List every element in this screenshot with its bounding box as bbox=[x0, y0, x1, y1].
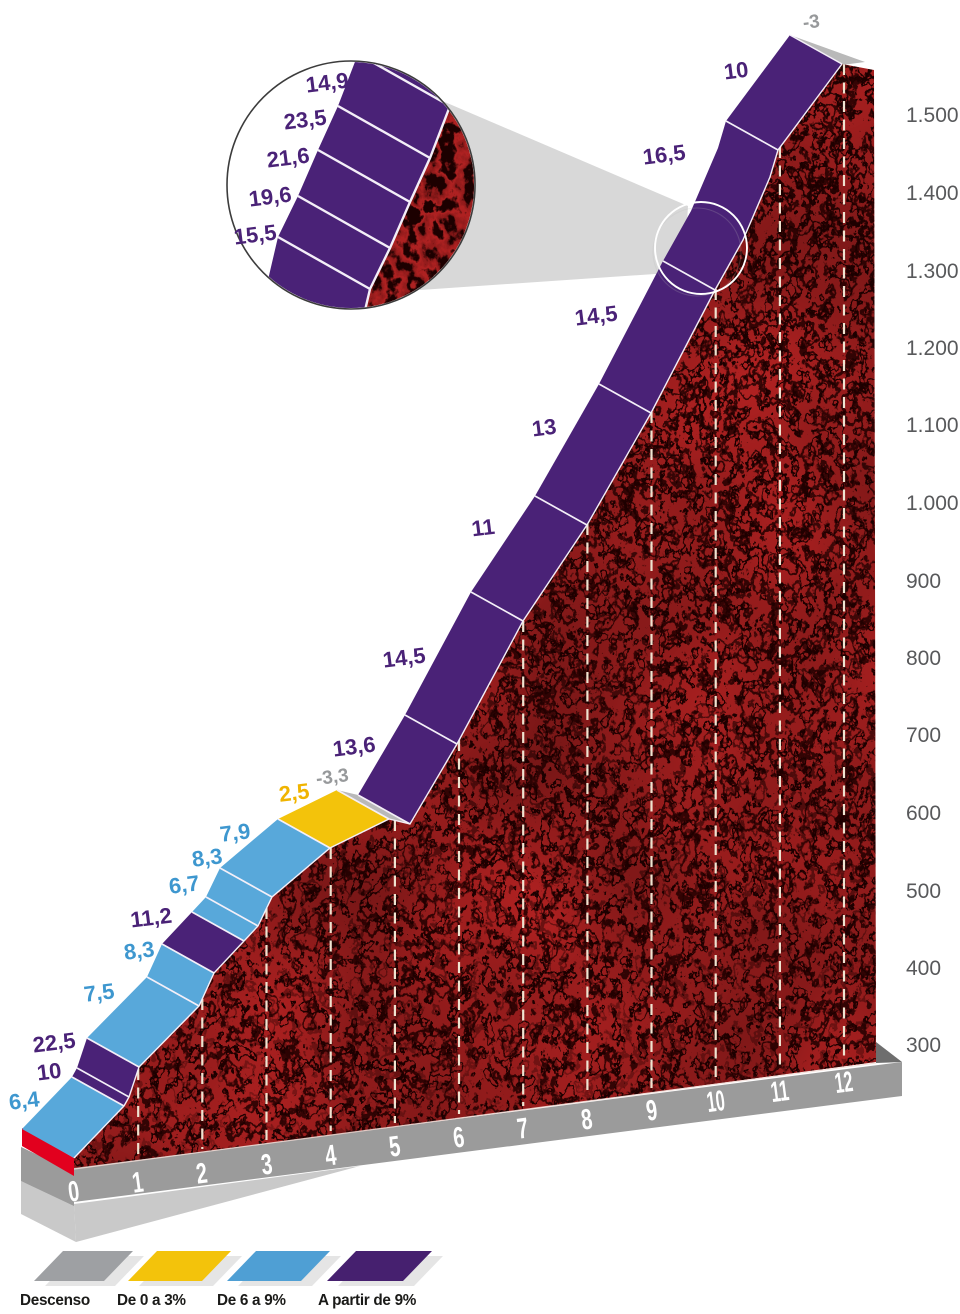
svg-text:14,9: 14,9 bbox=[304, 68, 350, 98]
svg-text:11: 11 bbox=[470, 514, 496, 542]
svg-text:4: 4 bbox=[323, 1139, 338, 1172]
svg-text:7,5: 7,5 bbox=[82, 978, 115, 1007]
svg-text:6,4: 6,4 bbox=[7, 1086, 41, 1115]
svg-text:1.000: 1.000 bbox=[906, 492, 959, 515]
svg-text:5: 5 bbox=[387, 1130, 402, 1163]
svg-text:14,5: 14,5 bbox=[381, 643, 427, 673]
svg-text:1.500: 1.500 bbox=[906, 104, 959, 127]
svg-text:7: 7 bbox=[515, 1112, 530, 1145]
svg-text:15,5: 15,5 bbox=[232, 220, 278, 250]
svg-text:300: 300 bbox=[906, 1034, 941, 1057]
svg-text:2,5: 2,5 bbox=[277, 778, 310, 807]
svg-text:1.100: 1.100 bbox=[906, 414, 959, 437]
svg-text:De 0 a 3%: De 0 a 3% bbox=[117, 1292, 186, 1309]
svg-text:A partir de 9%: A partir de 9% bbox=[318, 1292, 417, 1309]
svg-text:7,9: 7,9 bbox=[218, 818, 251, 847]
svg-text:11: 11 bbox=[769, 1075, 791, 1109]
svg-text:500: 500 bbox=[906, 880, 941, 903]
svg-text:Descenso: Descenso bbox=[20, 1292, 90, 1309]
svg-text:400: 400 bbox=[906, 957, 941, 980]
svg-text:13,6: 13,6 bbox=[331, 732, 377, 762]
svg-text:9: 9 bbox=[644, 1094, 659, 1127]
svg-text:10: 10 bbox=[705, 1085, 727, 1119]
svg-text:3: 3 bbox=[259, 1148, 274, 1181]
svg-text:13: 13 bbox=[530, 414, 557, 442]
svg-text:1.400: 1.400 bbox=[906, 182, 959, 205]
svg-text:6: 6 bbox=[451, 1121, 466, 1154]
svg-text:1: 1 bbox=[130, 1166, 145, 1199]
svg-text:2: 2 bbox=[194, 1157, 209, 1190]
svg-text:12: 12 bbox=[833, 1066, 855, 1100]
svg-text:-3,3: -3,3 bbox=[315, 765, 350, 790]
svg-text:14,5: 14,5 bbox=[573, 301, 619, 331]
svg-text:8,3: 8,3 bbox=[190, 843, 223, 872]
svg-text:21,6: 21,6 bbox=[265, 143, 311, 173]
svg-text:19,6: 19,6 bbox=[247, 182, 293, 212]
svg-text:10: 10 bbox=[722, 57, 749, 85]
svg-text:1.200: 1.200 bbox=[906, 337, 959, 360]
svg-text:8: 8 bbox=[579, 1103, 594, 1136]
svg-text:0: 0 bbox=[66, 1175, 81, 1208]
svg-text:600: 600 bbox=[906, 802, 941, 825]
svg-text:22,5: 22,5 bbox=[31, 1028, 77, 1058]
svg-text:10: 10 bbox=[35, 1058, 62, 1086]
svg-text:-3: -3 bbox=[802, 11, 821, 34]
svg-text:8,3: 8,3 bbox=[122, 936, 155, 965]
svg-text:16,5: 16,5 bbox=[641, 140, 687, 170]
svg-text:23,5: 23,5 bbox=[282, 105, 328, 135]
svg-text:1.300: 1.300 bbox=[906, 260, 959, 283]
svg-text:11,2: 11,2 bbox=[129, 903, 173, 933]
svg-text:800: 800 bbox=[906, 647, 941, 670]
svg-text:900: 900 bbox=[906, 570, 941, 593]
svg-text:6,7: 6,7 bbox=[167, 870, 200, 899]
svg-text:700: 700 bbox=[906, 724, 941, 747]
svg-text:De 6 a 9%: De 6 a 9% bbox=[217, 1292, 286, 1309]
